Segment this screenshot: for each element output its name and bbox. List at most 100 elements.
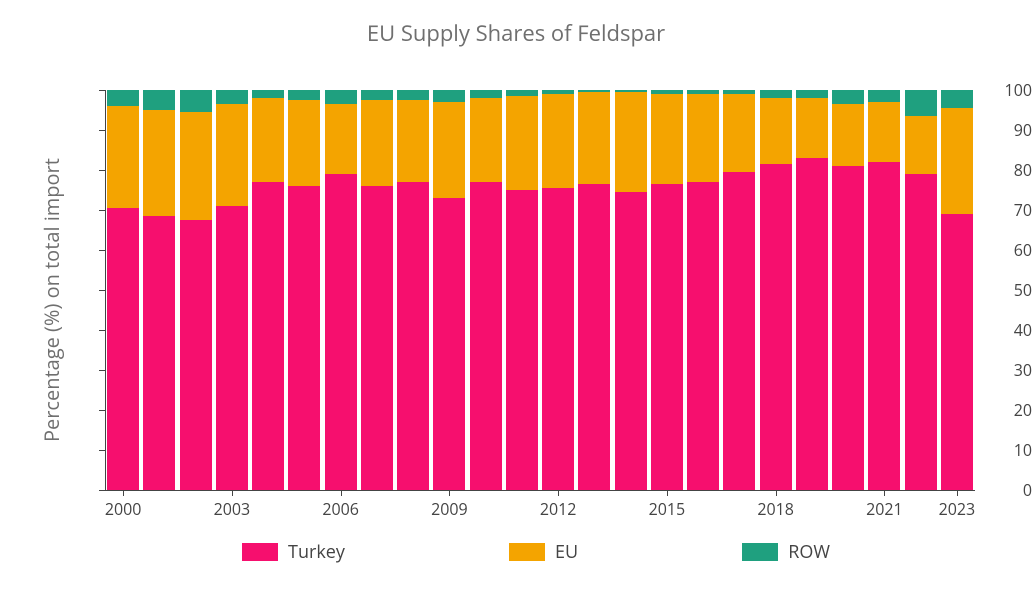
y-tick — [99, 170, 105, 171]
x-tick — [449, 490, 450, 496]
bar-segment-eu — [905, 116, 937, 174]
bar-segment-row — [325, 90, 357, 104]
bar-segment-row — [397, 90, 429, 100]
bar-column — [288, 90, 320, 490]
x-tick — [957, 490, 958, 496]
bar-column — [832, 90, 864, 490]
bar-segment-eu — [506, 96, 538, 190]
bar-segment-row — [470, 90, 502, 98]
bar-segment-turkey — [723, 172, 755, 490]
bar-segment-turkey — [832, 166, 864, 490]
bar-segment-eu — [361, 100, 393, 186]
bar-segment-turkey — [180, 220, 212, 490]
bar-segment-row — [288, 90, 320, 100]
bar-segment-turkey — [397, 182, 429, 490]
legend-swatch — [742, 543, 778, 561]
bar-segment-turkey — [433, 198, 465, 490]
bar-segment-turkey — [615, 192, 647, 490]
bar-segment-row — [796, 90, 828, 98]
bar-column — [107, 90, 139, 490]
bar-column — [615, 90, 647, 490]
bar-column — [723, 90, 755, 490]
bar-segment-turkey — [578, 184, 610, 490]
bar-segment-row — [615, 90, 647, 92]
y-tick-label: 10 — [939, 439, 1032, 461]
legend-swatch — [242, 543, 278, 561]
legend-swatch — [509, 543, 545, 561]
bar-segment-row — [760, 90, 792, 98]
bar-segment-row — [361, 90, 393, 100]
y-tick-label: 60 — [939, 239, 1032, 261]
legend-label: Turkey — [288, 540, 345, 564]
y-tick — [99, 210, 105, 211]
bar-segment-turkey — [868, 162, 900, 490]
bar-segment-eu — [796, 98, 828, 158]
bar-segment-eu — [832, 104, 864, 166]
bar-column — [361, 90, 393, 490]
y-tick-label: 40 — [939, 319, 1032, 341]
bar-segment-eu — [252, 98, 284, 182]
y-tick — [99, 330, 105, 331]
bar-segment-eu — [433, 102, 465, 198]
y-tick — [99, 410, 105, 411]
bar-segment-eu — [615, 92, 647, 192]
bar-segment-row — [216, 90, 248, 104]
legend-label: EU — [555, 540, 578, 564]
bar-segment-eu — [723, 94, 755, 172]
y-tick-label: 70 — [939, 199, 1032, 221]
bar-segment-row — [651, 90, 683, 94]
bar-column — [143, 90, 175, 490]
x-tick-label: 2023 — [939, 498, 976, 520]
legend-item-eu[interactable]: EU — [509, 540, 578, 564]
bar-column — [180, 90, 212, 490]
bar-segment-eu — [143, 110, 175, 216]
bars-layer — [105, 90, 975, 490]
y-tick — [99, 250, 105, 251]
bar-segment-row — [832, 90, 864, 104]
y-tick-label: 80 — [939, 159, 1032, 181]
bar-segment-turkey — [325, 174, 357, 490]
bar-segment-turkey — [760, 164, 792, 490]
x-tick-label: 2021 — [866, 498, 903, 520]
bar-segment-row — [905, 90, 937, 116]
x-tick-label: 2018 — [757, 498, 794, 520]
bar-segment-row — [180, 90, 212, 112]
bar-segment-row — [143, 90, 175, 110]
y-axis-line — [105, 90, 106, 490]
bar-segment-eu — [325, 104, 357, 174]
bar-column — [687, 90, 719, 490]
x-tick-label: 2006 — [322, 498, 359, 520]
bar-column — [796, 90, 828, 490]
x-tick — [667, 490, 668, 496]
bar-column — [325, 90, 357, 490]
bar-column — [216, 90, 248, 490]
bar-column — [433, 90, 465, 490]
y-tick — [99, 130, 105, 131]
x-tick-label: 2012 — [540, 498, 577, 520]
bar-segment-eu — [868, 102, 900, 162]
bar-segment-eu — [288, 100, 320, 186]
x-tick — [884, 490, 885, 496]
bar-segment-row — [433, 90, 465, 102]
bar-column — [252, 90, 284, 490]
bar-column — [578, 90, 610, 490]
x-tick-label: 2000 — [105, 498, 142, 520]
bar-column — [506, 90, 538, 490]
bar-segment-turkey — [687, 182, 719, 490]
bar-segment-row — [542, 90, 574, 94]
y-tick-label: 30 — [939, 359, 1032, 381]
bar-segment-row — [868, 90, 900, 102]
bar-segment-row — [723, 90, 755, 94]
bar-column — [542, 90, 574, 490]
y-tick — [99, 370, 105, 371]
bar-segment-eu — [542, 94, 574, 188]
bar-segment-row — [578, 90, 610, 92]
bar-segment-row — [252, 90, 284, 98]
bar-segment-row — [506, 90, 538, 96]
legend-item-turkey[interactable]: Turkey — [242, 540, 345, 564]
bar-segment-turkey — [470, 182, 502, 490]
legend-item-row[interactable]: ROW — [742, 540, 830, 564]
y-axis-label: Percentage (%) on total import — [38, 158, 65, 442]
y-tick-label: 50 — [939, 279, 1032, 301]
bar-segment-turkey — [288, 186, 320, 490]
